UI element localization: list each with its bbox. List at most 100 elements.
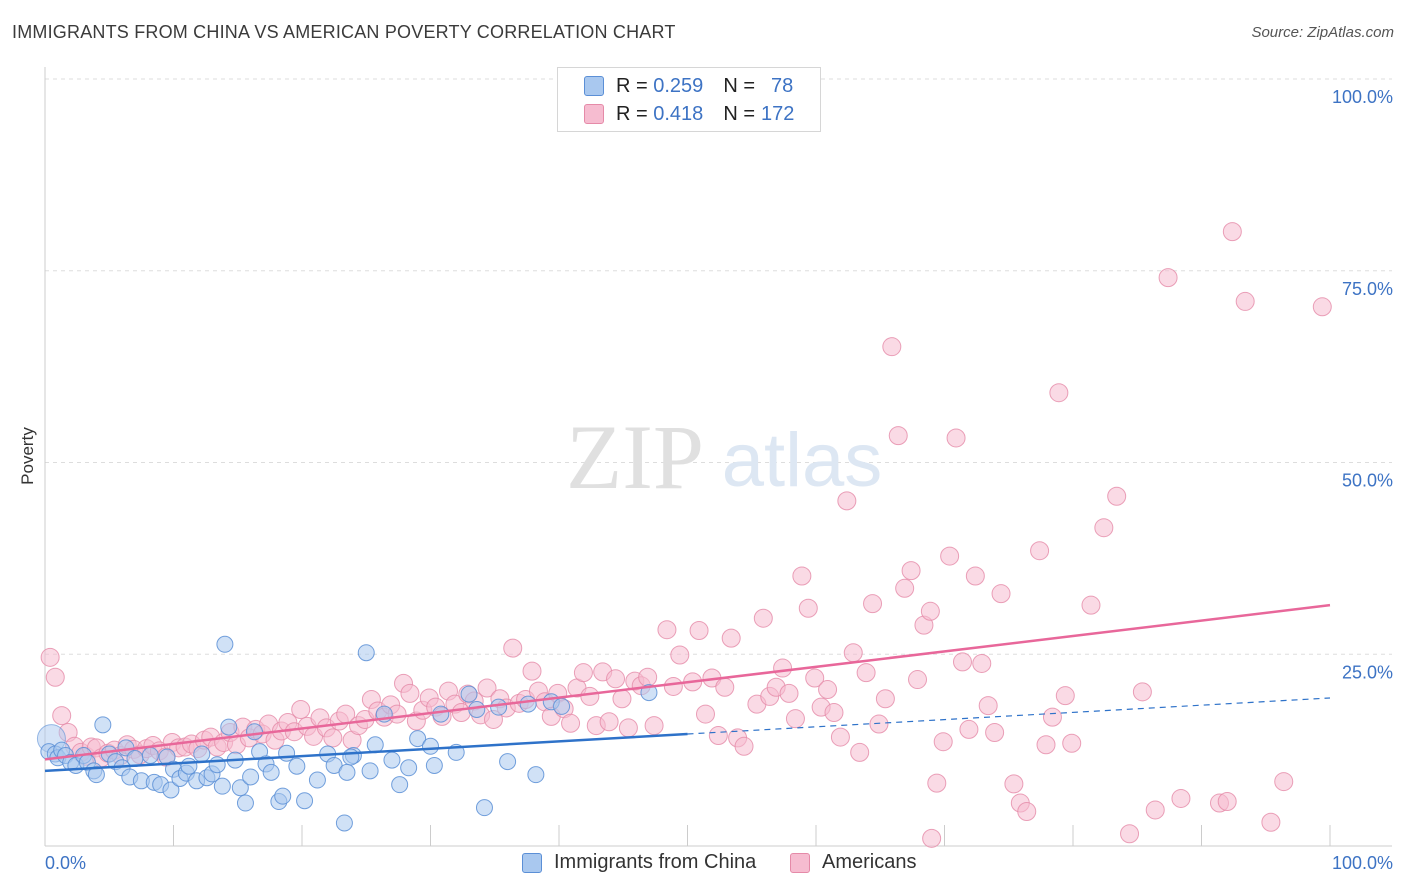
americans-point-45 (323, 728, 343, 748)
americans-point-153 (1049, 383, 1069, 403)
china-point-48 (296, 792, 314, 810)
china-point-38 (236, 794, 254, 812)
watermark-atlas: atlas (722, 418, 883, 503)
americans-point-128 (875, 689, 895, 709)
americans-point-154 (1055, 686, 1075, 706)
americans-point-126 (863, 594, 883, 614)
china-point-49 (308, 771, 326, 789)
americans-point-116 (798, 598, 818, 618)
china-point-62 (425, 756, 443, 774)
americans-point-171 (1217, 792, 1237, 812)
americans-point-0 (40, 647, 60, 667)
americans-point-119 (818, 680, 838, 700)
china-trendline (44, 732, 688, 773)
americans-point-158 (1107, 486, 1127, 506)
bottom-legend-label-china: Immigrants from China (554, 851, 757, 873)
china-point-39 (242, 768, 260, 786)
china-point-75 (342, 748, 360, 766)
china-point-57 (383, 751, 401, 769)
china-point-65 (460, 685, 478, 703)
americans-point-97 (663, 676, 683, 696)
china-point-59 (400, 759, 418, 777)
china-point-19 (141, 746, 159, 764)
china-point-60 (409, 730, 427, 748)
y-axis-label: Poverty (18, 427, 37, 485)
americans-point-157 (1094, 518, 1114, 538)
americans-point-152 (1042, 707, 1062, 727)
americans-point-112 (773, 658, 793, 678)
legend-n-label: N = (723, 102, 755, 125)
china-point-47 (288, 757, 306, 775)
china-point-34 (216, 635, 234, 653)
watermark-zip: ZIP (566, 406, 704, 508)
americans-point-150 (1030, 541, 1050, 561)
americans-point-130 (888, 426, 908, 446)
legend-r-value: 0.259 (653, 74, 704, 97)
americans-point-166 (1235, 291, 1255, 311)
americans-point-85 (580, 686, 600, 706)
americans-point-105 (721, 628, 741, 648)
y-tick-label-3: 100.0% (1332, 87, 1393, 107)
americans-point-149 (1017, 801, 1037, 821)
x-tick-label-1: 100.0% (1332, 853, 1393, 873)
china-point-63 (432, 705, 450, 723)
axes (44, 67, 1392, 847)
china-point-43 (262, 763, 280, 781)
legend-swatch-americans (584, 104, 604, 124)
china-point-37 (231, 779, 249, 797)
americans-point-107 (734, 736, 754, 756)
legend-n-value: 78 (771, 74, 794, 97)
americans-point-101 (695, 704, 715, 724)
china-point-29 (193, 745, 211, 763)
americans-point-162 (1158, 268, 1178, 288)
china-point-58 (391, 776, 409, 794)
americans-point-88 (599, 712, 619, 732)
americans-point-161 (1145, 800, 1165, 820)
americans-point-165 (1222, 222, 1242, 242)
bottom-legend-china: Immigrants from China (522, 851, 756, 874)
legend-row-china: R = 0.259 N = 78 (584, 73, 793, 99)
china-point-46 (278, 744, 296, 762)
americans-point-155 (1062, 733, 1082, 753)
china-point-68 (490, 698, 508, 716)
americans-point-82 (561, 713, 581, 733)
trendlines (44, 603, 1331, 773)
americans-point-147 (1004, 774, 1024, 794)
americans-point-103 (708, 726, 728, 746)
americans-point-120 (824, 703, 844, 723)
y-tick-label-0: 25.0% (1342, 662, 1393, 682)
bottom-legend-label-americans: Americans (822, 851, 917, 873)
americans-point-144 (978, 696, 998, 716)
americans-point-104 (715, 677, 735, 697)
americans-point-139 (946, 428, 966, 448)
americans-point-69 (477, 678, 497, 698)
americans-point-170 (922, 828, 942, 848)
y-tick-label-1: 50.0% (1342, 471, 1393, 491)
bottom-legend-swatch-china (522, 852, 542, 873)
legend-r-value: 0.418 (653, 102, 704, 125)
americans-point-169 (1312, 297, 1332, 317)
china-point-54 (357, 644, 375, 662)
china-point-11 (94, 716, 112, 734)
china-point-35 (220, 718, 238, 736)
americans-point-113 (779, 683, 799, 703)
americans-point-137 (933, 732, 953, 752)
americans-point-57 (400, 683, 420, 703)
americans-point-124 (850, 742, 870, 762)
legend-r-label: R = (616, 102, 648, 125)
americans-point-141 (959, 719, 979, 739)
y-tick-label-2: 75.0% (1342, 279, 1393, 299)
legend-swatch-china (584, 76, 604, 96)
americans-point-73 (503, 638, 523, 658)
americans-point-160 (1132, 682, 1152, 702)
americans-point-109 (753, 608, 773, 628)
americans-point-98 (670, 645, 690, 665)
china-point-77 (361, 762, 379, 780)
americans-point-96 (657, 620, 677, 640)
americans-trendline (44, 603, 1331, 761)
americans-point-91 (618, 718, 638, 738)
americans-point-95 (644, 716, 664, 736)
china-point-73 (553, 697, 571, 715)
